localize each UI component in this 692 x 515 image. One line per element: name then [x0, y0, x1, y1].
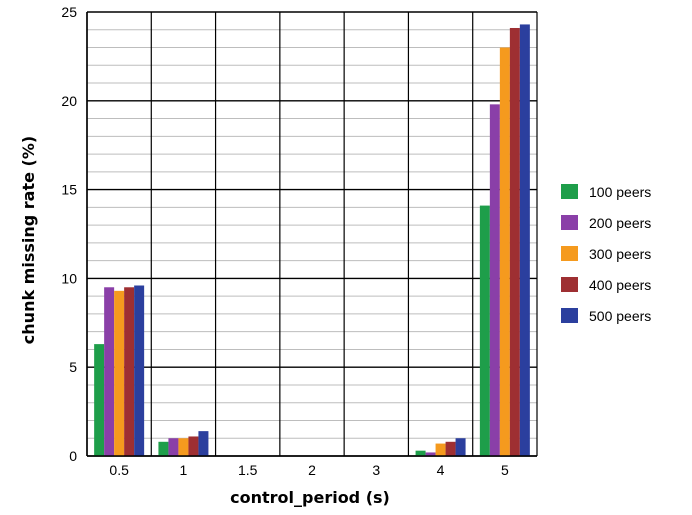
bar-100-peers-5	[479, 205, 490, 456]
bar-500-peers-4	[455, 438, 466, 456]
x-axis-title: control_period (s)	[230, 488, 390, 507]
x-tick-label: 5	[501, 462, 509, 478]
bar-100-peers-1	[158, 441, 169, 456]
bar-400-peers-0.5	[124, 287, 135, 456]
legend-swatch	[561, 308, 578, 323]
bar-300-peers-0.5	[114, 290, 125, 456]
grid	[86, 11, 538, 457]
legend-label: 500 peers	[589, 308, 651, 324]
bar-500-peers-0.5	[134, 285, 145, 456]
bar-200-peers-0.5	[104, 287, 115, 456]
bar-200-peers-1	[168, 438, 179, 456]
y-tick-label: 0	[69, 448, 77, 464]
bar-400-peers-4	[445, 441, 456, 456]
x-tick-label: 1.5	[238, 462, 258, 478]
legend-swatch	[561, 215, 578, 230]
y-tick-label: 10	[61, 270, 77, 286]
bar-300-peers-4	[435, 443, 446, 456]
y-tick-label: 15	[61, 182, 77, 198]
x-tick-label: 2	[308, 462, 316, 478]
legend-label: 200 peers	[589, 215, 651, 231]
bar-400-peers-5	[509, 27, 520, 456]
bar-200-peers-5	[489, 104, 500, 457]
bar-400-peers-1	[188, 436, 199, 456]
y-tick-label: 5	[69, 359, 77, 375]
bar-300-peers-5	[499, 47, 510, 457]
bar-200-peers-4	[425, 452, 436, 456]
legend: 100 peers 200 peers 300 peers 400 peers 500 …	[561, 184, 651, 324]
axes	[86, 12, 537, 457]
y-axis-title: chunk missing rate (%)	[19, 136, 38, 344]
bars	[94, 24, 530, 457]
legend-swatch	[561, 184, 578, 199]
legend-label: 300 peers	[589, 246, 651, 262]
x-tick-label: 1	[180, 462, 188, 478]
legend-swatch	[561, 246, 578, 261]
legend-swatch	[561, 277, 578, 292]
x-tick-label: 3	[372, 462, 380, 478]
x-tick-label: 0.5	[109, 462, 129, 478]
bar-300-peers-1	[178, 438, 189, 456]
x-tick-label: 4	[437, 462, 445, 478]
y-tick-label: 20	[61, 93, 77, 109]
bar-100-peers-0.5	[94, 344, 105, 456]
legend-label: 100 peers	[589, 184, 651, 200]
tick-labels: 0 5 10 15 20 25 0.5 1 1.5 2 3 4 5	[61, 4, 509, 478]
legend-label: 400 peers	[589, 277, 651, 293]
bar-500-peers-5	[519, 24, 530, 456]
bar-500-peers-1	[198, 431, 209, 456]
y-tick-label: 25	[61, 4, 77, 20]
bar-100-peers-4	[415, 450, 426, 456]
